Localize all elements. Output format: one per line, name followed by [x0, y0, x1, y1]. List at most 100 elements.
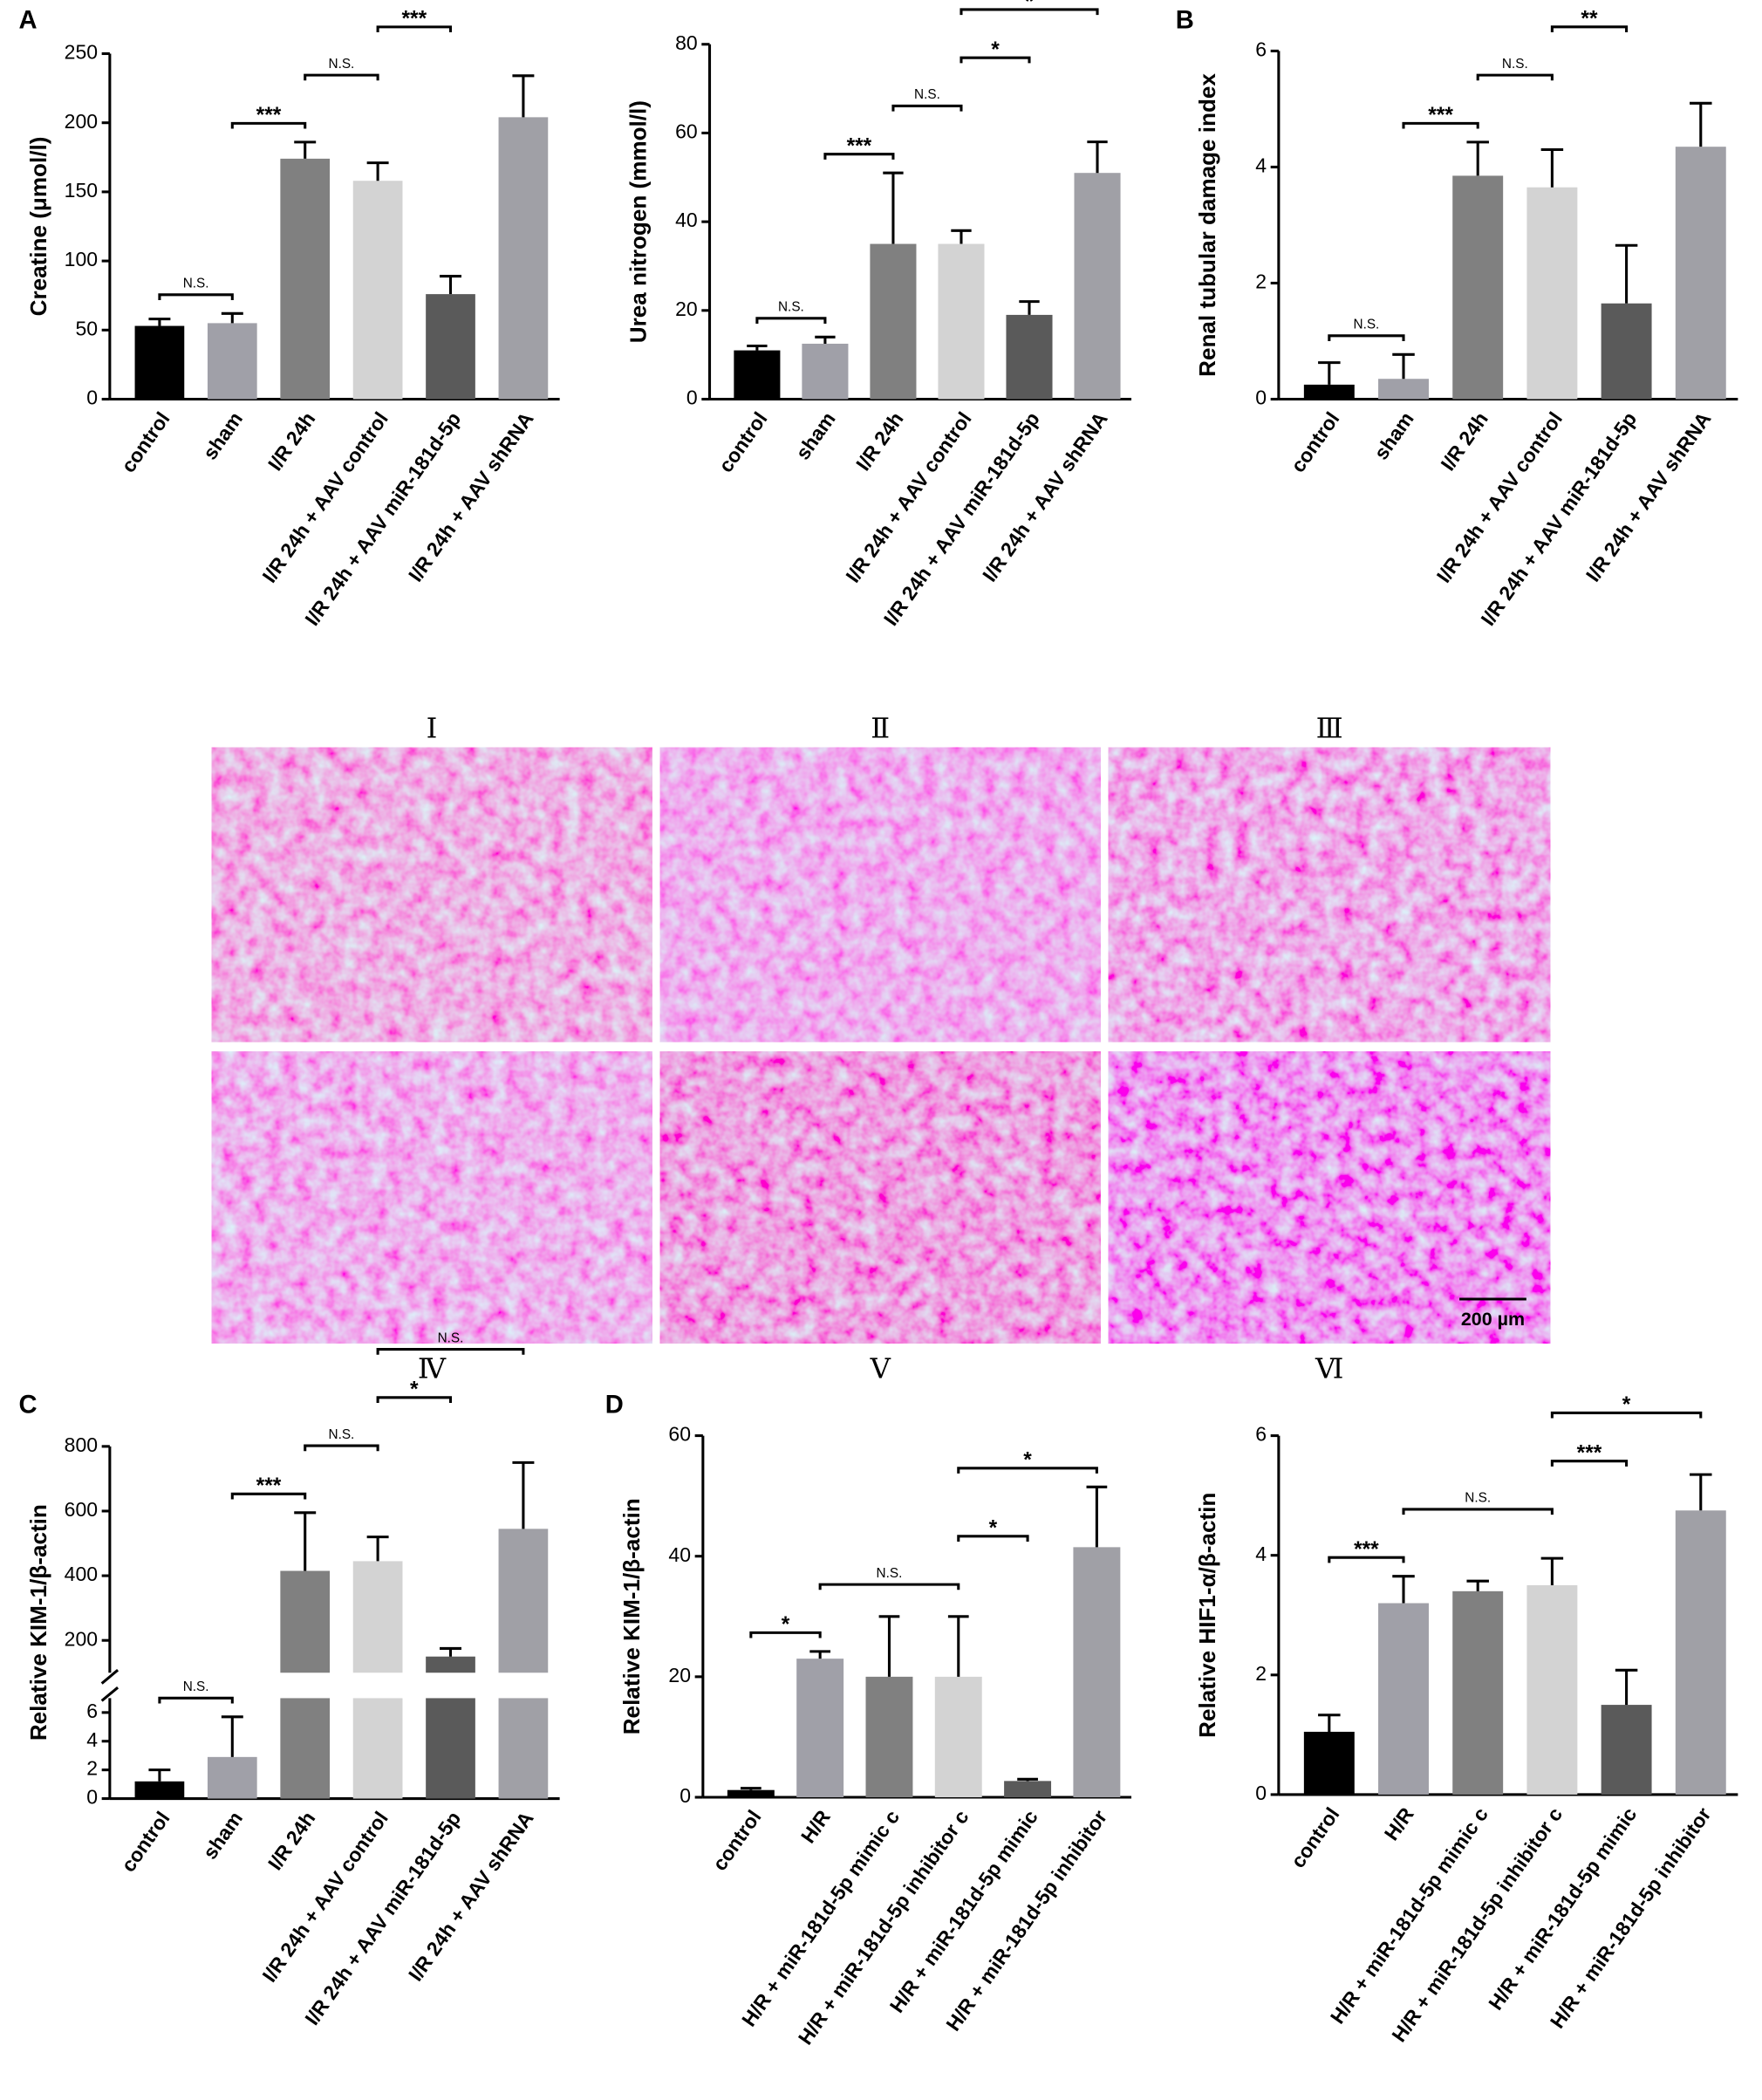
significance-bracket	[230, 1492, 307, 1500]
x-tick-label: I/R 24h + AAV miR-181d-5p	[1476, 407, 1641, 629]
error-bar	[878, 1615, 900, 1677]
significance-bracket	[957, 1467, 1098, 1474]
significance-bracket	[1550, 25, 1629, 32]
scale-bar-label: 200 µm	[1461, 1309, 1525, 1330]
y-tick-label: 20	[675, 298, 698, 320]
bar	[1452, 175, 1504, 400]
bar	[426, 1656, 475, 1673]
significance-bracket	[158, 293, 234, 300]
error-bar	[747, 344, 768, 351]
significance-label: *	[782, 1613, 790, 1637]
y-tick-label: 250	[65, 41, 98, 64]
significance-bracket	[1550, 1411, 1703, 1419]
significance-bracket	[376, 1348, 525, 1355]
significance-bracket	[1402, 1508, 1554, 1515]
error-bar	[740, 1787, 761, 1790]
error-bar	[221, 1715, 243, 1757]
bar	[280, 1570, 331, 1673]
histology-image	[659, 1051, 1101, 1344]
x-tick-label: I/R 24h + AAV control	[257, 407, 392, 586]
x-tick-label: I/R 24h	[851, 407, 908, 475]
error-bar	[366, 1536, 389, 1562]
x-tick-label: I/R 24h + AAV shRNA	[404, 1807, 538, 1985]
bar	[1303, 384, 1355, 400]
histology-image	[659, 747, 1101, 1043]
significance-bracket	[960, 8, 1099, 16]
bar	[498, 1529, 549, 1673]
bar	[134, 325, 185, 400]
y-tick-label: 200	[65, 110, 98, 133]
significance-label: *	[1023, 1449, 1032, 1473]
panel-numeral: Ⅵ	[1315, 1352, 1343, 1384]
significance-label: **	[1581, 8, 1598, 31]
error-bar	[883, 171, 904, 244]
x-tick-label: H/R + miR-181d-5p inhibitor	[1546, 1803, 1716, 2033]
panel-numeral: Ⅴ	[870, 1352, 891, 1384]
y-axis-label: Creatine (μmol/l)	[25, 137, 51, 317]
x-tick-label: sham	[1369, 407, 1418, 463]
error-bar	[1690, 101, 1712, 147]
error-bar	[440, 274, 461, 295]
bar	[1675, 147, 1726, 400]
error-bar	[1086, 1485, 1108, 1548]
y-axis-label: Renal tubular damage index	[1194, 73, 1220, 377]
bar	[134, 1781, 185, 1799]
bar	[498, 117, 549, 400]
significance-label: *	[1622, 1393, 1631, 1417]
significance-label: N.S.	[1502, 57, 1528, 72]
error-bar	[1392, 1575, 1415, 1604]
significance-bracket	[755, 317, 827, 324]
bar-lower	[352, 1698, 403, 1799]
y-tick-label: 6	[1255, 38, 1267, 61]
panel-numeral: Ⅰ	[427, 713, 438, 744]
y-tick-label: 40	[675, 209, 698, 231]
panel-label: C	[18, 1392, 37, 1419]
y-tick-label: 100	[65, 248, 98, 270]
y-tick-label: 0	[86, 386, 98, 409]
significance-label: *	[989, 1517, 998, 1541]
significance-label: ***	[1577, 1441, 1602, 1465]
y-tick-label: 20	[668, 1664, 691, 1686]
x-tick-label: H/R + miR-181d-5p mimic	[1484, 1803, 1641, 2014]
significance-label: *	[410, 1378, 419, 1402]
y-tick-label: 6	[86, 1700, 98, 1722]
y-tick-label: 2	[86, 1757, 98, 1780]
x-tick-label: I/R 24h	[263, 407, 320, 475]
bar	[1601, 1705, 1652, 1795]
x-tick-label: control	[1287, 1803, 1344, 1872]
significance-bracket	[304, 1444, 379, 1452]
x-tick-label: sham	[198, 407, 247, 463]
significance-label: ***	[256, 1474, 282, 1498]
bar	[1074, 173, 1121, 400]
x-tick-label: I/R 24h	[263, 1807, 320, 1874]
bar	[727, 1789, 775, 1798]
x-tick-label: I/R 24h + AAV control	[841, 407, 975, 586]
significance-bracket	[1550, 1460, 1629, 1467]
significance-label: N.S.	[877, 1566, 903, 1581]
error-bar	[1540, 147, 1564, 188]
y-tick-label: 6	[1255, 1423, 1267, 1446]
panel-label: A	[18, 6, 37, 34]
bar	[1452, 1590, 1504, 1795]
y-tick-label: 60	[675, 120, 698, 143]
significance-label: N.S.	[1465, 1491, 1491, 1506]
error-bar	[1466, 1579, 1489, 1591]
error-bar	[947, 1615, 969, 1677]
bar-lower	[498, 1698, 549, 1799]
significance-bracket	[749, 1631, 822, 1638]
significance-label: N.S.	[438, 1330, 464, 1345]
bar	[1675, 1510, 1726, 1795]
y-axis-label: Relative KIM-1/β-actin	[25, 1504, 51, 1741]
significance-label: ***	[401, 8, 427, 31]
significance-bracket	[1328, 1556, 1405, 1563]
x-tick-label: I/R 24h + AAV control	[1432, 407, 1567, 586]
bar	[1601, 303, 1652, 400]
x-tick-label: sham	[791, 407, 840, 463]
significance-label: ***	[256, 104, 282, 127]
error-bar	[221, 311, 243, 324]
y-tick-label: 0	[86, 1786, 98, 1809]
error-bar	[1392, 352, 1415, 380]
histology-image	[1108, 747, 1551, 1043]
bar-lower	[426, 1698, 475, 1799]
